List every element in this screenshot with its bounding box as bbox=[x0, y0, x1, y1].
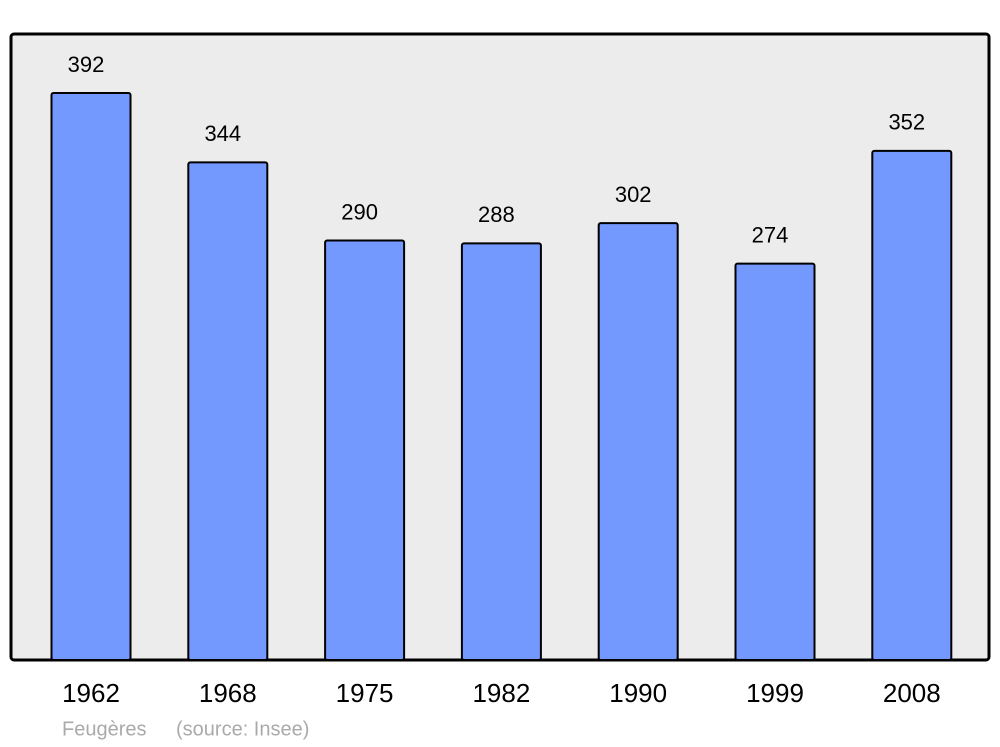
value-label: 392 bbox=[68, 52, 105, 77]
bar bbox=[597, 222, 679, 661]
x-tick-label: 1990 bbox=[609, 678, 667, 708]
value-label: 352 bbox=[888, 110, 925, 135]
bar bbox=[324, 239, 406, 661]
bar bbox=[187, 161, 269, 661]
caption: Feugères bbox=[62, 718, 147, 740]
value-label: 344 bbox=[204, 121, 241, 146]
source: (source: Insee) bbox=[176, 718, 309, 740]
value-label: 302 bbox=[615, 182, 652, 207]
x-tick-label: 2008 bbox=[883, 678, 941, 708]
x-tick-label: 1999 bbox=[746, 678, 804, 708]
x-tick-label: 1968 bbox=[199, 678, 257, 708]
value-label: 274 bbox=[752, 222, 789, 247]
bar bbox=[871, 149, 953, 661]
x-tick-label: 1982 bbox=[472, 678, 530, 708]
bar bbox=[50, 91, 132, 662]
value-label: 290 bbox=[341, 199, 378, 224]
x-tick-label: 1962 bbox=[62, 678, 120, 708]
bar bbox=[734, 262, 816, 661]
value-label: 288 bbox=[478, 202, 515, 227]
x-tick-label: 1975 bbox=[336, 678, 394, 708]
bar bbox=[460, 242, 542, 661]
